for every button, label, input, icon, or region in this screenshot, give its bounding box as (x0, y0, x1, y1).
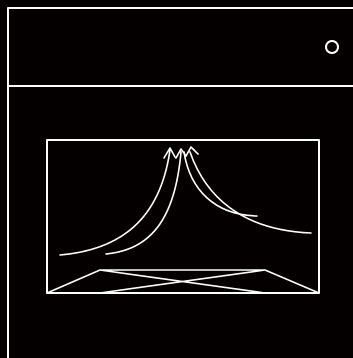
hot-air-arrowhead-3 (185, 146, 199, 157)
hot-air-arrowhead-1 (163, 147, 176, 159)
heating-element (46, 269, 320, 294)
oven-body-outline (7, 7, 353, 358)
hot-air-curve-left-inner (105, 151, 182, 255)
hot-air-curve-right-inner (183, 151, 258, 217)
hot-air-arrowhead-2 (175, 148, 187, 159)
hot-air-curve-right-outer (189, 151, 312, 234)
oven-hot-air-icon (46, 146, 320, 294)
hot-air-curve-left-outer (59, 149, 171, 256)
circle-outline-icon[interactable] (325, 40, 339, 54)
